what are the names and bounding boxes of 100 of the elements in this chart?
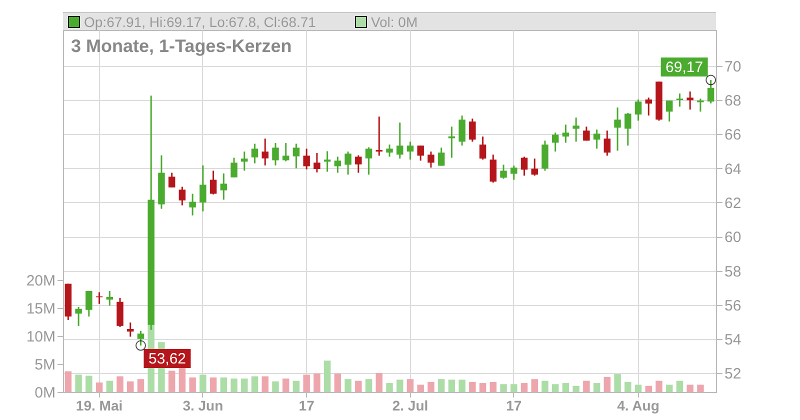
bar (510, 384, 518, 392)
candlestick (552, 132, 559, 152)
bar (448, 380, 456, 392)
y-tick-label: 0M (34, 384, 56, 402)
bar (542, 380, 548, 392)
candlestick (355, 154, 362, 174)
bar (562, 383, 570, 392)
candlestick (562, 124, 570, 144)
candlestick (666, 100, 673, 122)
bar (292, 380, 300, 392)
text: Op:67.91, Hi:69.17, Lo:67.8, Cl:68.71 (83, 13, 316, 31)
chart-title: 3 Monate, 1-Tages-Kerzen (71, 36, 292, 56)
candlestick (324, 150, 331, 172)
bar (593, 383, 600, 392)
bar (96, 382, 103, 392)
annotation: 53,62 (148, 350, 186, 368)
candlestick (634, 98, 642, 122)
candlestick (292, 142, 300, 170)
candlestick (520, 156, 528, 176)
candlestick (614, 106, 621, 152)
bar (168, 370, 176, 392)
bar (666, 384, 673, 392)
candlestick (178, 186, 186, 206)
candlestick (406, 140, 414, 160)
bar (75, 374, 82, 392)
candlestick (469, 118, 476, 142)
bar (324, 360, 331, 392)
candlestick (448, 126, 456, 158)
candlestick (200, 164, 206, 212)
y2-tick-label: 58 (724, 263, 742, 280)
candlestick (428, 150, 434, 168)
bar (241, 378, 248, 392)
y-tick-label: 10M (26, 328, 56, 346)
y2-tick-label: 54 (724, 332, 742, 349)
candlestick (572, 116, 580, 142)
y2-tick-label: 66 (724, 126, 742, 144)
candlestick (344, 150, 352, 176)
y-tick-label: 20M (26, 272, 56, 290)
candlestick (438, 146, 445, 166)
text: Vol: 0M (370, 13, 418, 31)
y-tick-label: 5M (34, 356, 56, 374)
candlestick (604, 130, 611, 156)
candlestick (676, 92, 684, 108)
candlestick (365, 146, 372, 176)
candlestick (303, 148, 310, 170)
bar (624, 382, 632, 392)
bar (686, 384, 694, 392)
candlestick (127, 322, 134, 338)
bar (479, 383, 486, 392)
bar (116, 376, 124, 392)
y2-tick-label: 70 (724, 58, 742, 76)
candlestick (396, 122, 404, 160)
bar (334, 374, 342, 392)
candlestick (686, 90, 694, 110)
candlestick (262, 138, 268, 166)
candlestick (531, 158, 538, 176)
bar (86, 376, 92, 392)
bar (64, 371, 72, 392)
candlestick (75, 306, 82, 327)
candlestick (645, 96, 652, 116)
candlestick (510, 164, 518, 180)
candlestick (272, 142, 279, 166)
y2-tick-label: 52 (724, 366, 742, 383)
bar (127, 381, 134, 392)
candlestick (230, 156, 238, 178)
bar (520, 383, 528, 392)
bar (469, 382, 476, 392)
bar (438, 379, 445, 392)
x-tick-label: 3. Jun (182, 398, 224, 414)
candlestick (251, 142, 258, 164)
y2-tick-label: 60 (724, 229, 742, 246)
y2-tick-label: 62 (724, 194, 742, 212)
candlestick (241, 150, 248, 172)
candlestick (458, 114, 466, 146)
y-tick-label: 15M (26, 300, 56, 318)
bar (396, 380, 404, 392)
y2-tick-label: 64 (724, 160, 742, 178)
bar (365, 379, 372, 392)
x-tick-label: 4. Aug (617, 398, 660, 414)
bar (137, 379, 144, 392)
candlestick (86, 290, 92, 318)
bar (200, 374, 206, 392)
x-tick-label: 2. Jul (392, 398, 428, 414)
candlestick (282, 142, 290, 162)
candlestick (583, 126, 590, 142)
candlestick (500, 164, 507, 180)
bar (458, 380, 466, 392)
bar (552, 384, 559, 392)
bar (272, 381, 279, 392)
bar (645, 386, 652, 392)
bar (490, 382, 497, 392)
bar (189, 377, 196, 392)
candlestick (220, 172, 228, 200)
bar (697, 384, 704, 392)
bar (531, 379, 538, 392)
bar (220, 377, 228, 392)
bar (572, 386, 580, 392)
bar (282, 378, 290, 392)
candlestick (386, 144, 393, 158)
x-tick-label: 17 (298, 398, 315, 414)
